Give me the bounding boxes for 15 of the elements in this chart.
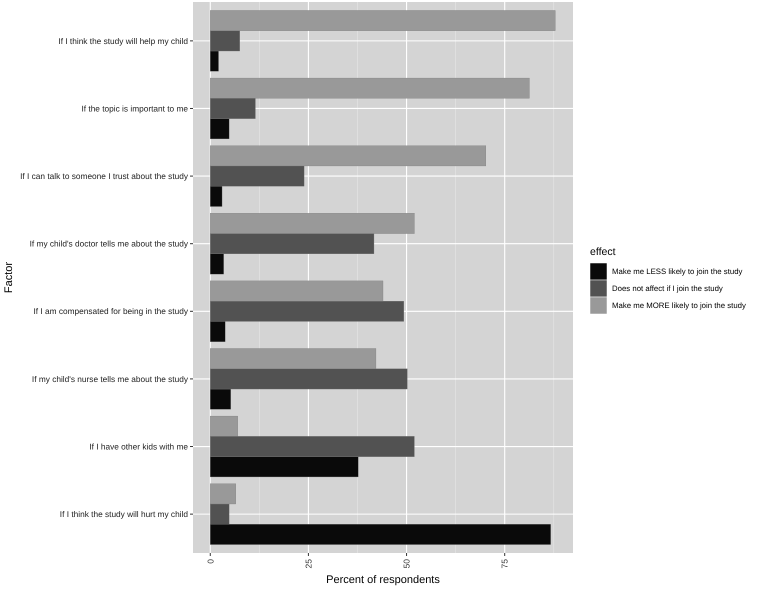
y-tick-label: If I am compensated for being in the study [33, 306, 189, 316]
y-tick-label: If the topic is important to me [81, 103, 188, 114]
x-tick-label: 50 [402, 558, 412, 568]
y-tick-label: If I think the study will hurt my child [60, 509, 188, 520]
y-tick-label: If my child's nurse tells me about the study [32, 374, 189, 384]
y-tick-label: If I think the study will help my child [58, 36, 188, 46]
legend-title: effect [590, 246, 616, 258]
y-tick-label: If I have other kids with me [89, 441, 188, 452]
x-axis-title: Percent of respondents [326, 574, 440, 586]
y-tick-label: If my child's doctor tells me about the study [30, 238, 189, 249]
x-tick-label: 0 [205, 558, 216, 564]
x-tick-label: 25 [303, 558, 314, 568]
y-tick-label: If I can talk to someone I trust about the study [20, 170, 189, 181]
x-tick-label: 75 [500, 558, 510, 568]
y-axis-title: Factor [3, 262, 15, 294]
